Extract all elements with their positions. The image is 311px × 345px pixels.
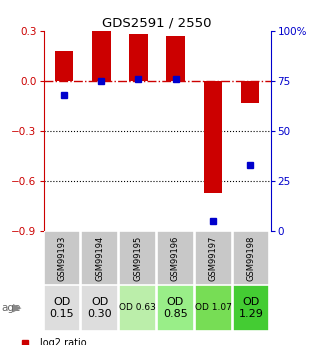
Text: OD
0.30: OD 0.30	[87, 297, 112, 319]
Bar	[204, 81, 222, 193]
Bar	[81, 231, 118, 285]
Text: GSM99193: GSM99193	[58, 235, 66, 280]
Bar	[195, 231, 232, 285]
Text: GSM99194: GSM99194	[95, 235, 104, 280]
Text: GSM99197: GSM99197	[209, 235, 218, 280]
Bar	[166, 36, 185, 81]
Bar	[195, 285, 232, 331]
Text: OD
0.15: OD 0.15	[49, 297, 74, 319]
Bar	[81, 285, 118, 331]
Bar	[44, 231, 80, 285]
Bar	[55, 51, 73, 81]
Text: OD
0.85: OD 0.85	[163, 297, 188, 319]
Bar	[129, 34, 148, 81]
Title: GDS2591 / 2550: GDS2591 / 2550	[102, 17, 212, 30]
Bar	[157, 231, 194, 285]
Text: ▶: ▶	[13, 303, 21, 313]
Text: GSM99195: GSM99195	[133, 235, 142, 280]
Bar	[241, 81, 259, 103]
Bar	[233, 285, 269, 331]
Text: OD 0.63: OD 0.63	[119, 303, 156, 313]
Text: GSM99196: GSM99196	[171, 235, 180, 280]
Text: OD
1.29: OD 1.29	[239, 297, 263, 319]
Bar	[233, 231, 269, 285]
Bar	[157, 285, 194, 331]
Bar	[119, 231, 156, 285]
Text: log2 ratio: log2 ratio	[40, 338, 87, 345]
Bar	[119, 285, 156, 331]
Text: age: age	[2, 303, 21, 313]
Text: GSM99198: GSM99198	[247, 235, 256, 280]
Text: OD 1.07: OD 1.07	[195, 303, 232, 313]
Bar	[44, 285, 80, 331]
Bar	[92, 31, 110, 81]
